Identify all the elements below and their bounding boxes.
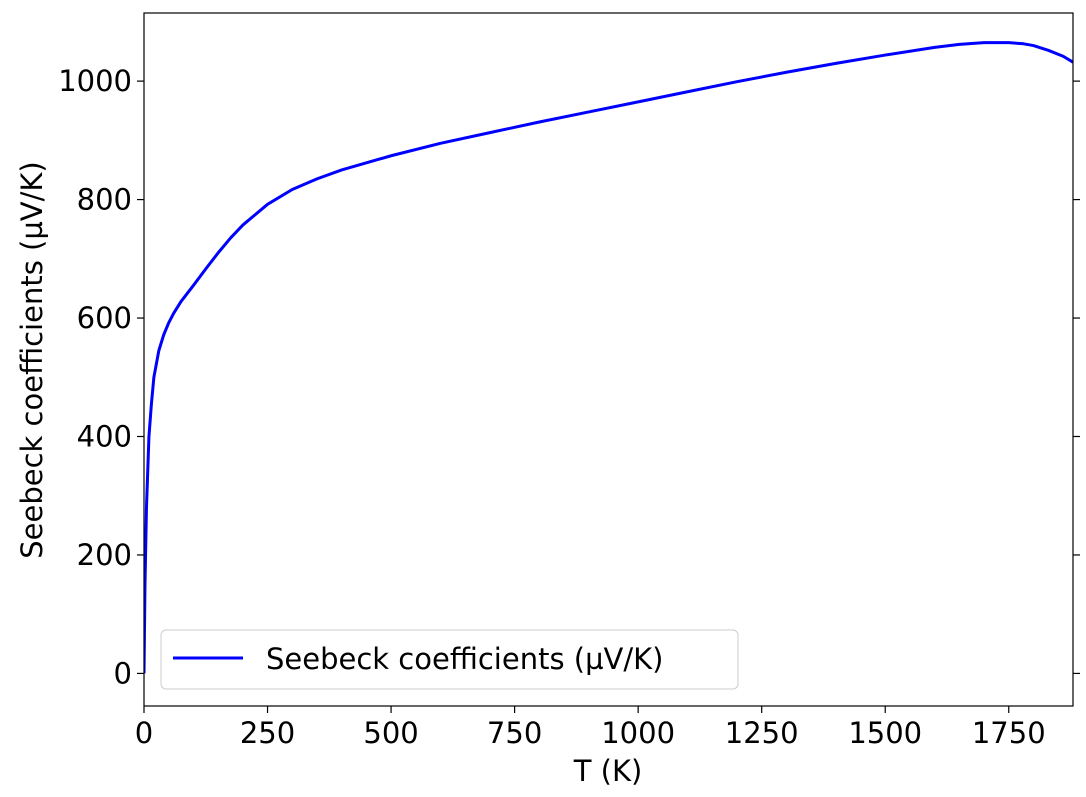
x-tick-label: 750 xyxy=(487,716,542,750)
x-tick-label: 0 xyxy=(135,716,153,750)
legend: Seebeck coefficients (µV/K) xyxy=(160,629,739,690)
legend-entry-label: Seebeck coefficients (µV/K) xyxy=(266,642,664,676)
y-tick-label: 200 xyxy=(77,538,132,572)
series-line-0 xyxy=(144,41,1073,674)
legend-frame xyxy=(160,629,739,690)
y-tick-label: 1000 xyxy=(58,64,132,98)
y-tick-label: 600 xyxy=(77,301,132,335)
x-tick-label: 1250 xyxy=(725,716,799,750)
x-tick-label: 1500 xyxy=(848,716,922,750)
plot-frame xyxy=(143,12,1074,707)
y-tick-label: 800 xyxy=(77,183,132,217)
y-tick-label: 400 xyxy=(77,420,132,454)
y-tick-label: 0 xyxy=(114,656,132,690)
x-tick-label: 250 xyxy=(240,716,295,750)
x-tick-label: 1000 xyxy=(601,716,675,750)
x-tick-label: 500 xyxy=(363,716,418,750)
y-axis-label: Seebeck coefficients (µV/K) xyxy=(15,161,49,559)
x-tick-label: 1750 xyxy=(972,716,1046,750)
x-axis-label: T (K) xyxy=(573,754,643,788)
